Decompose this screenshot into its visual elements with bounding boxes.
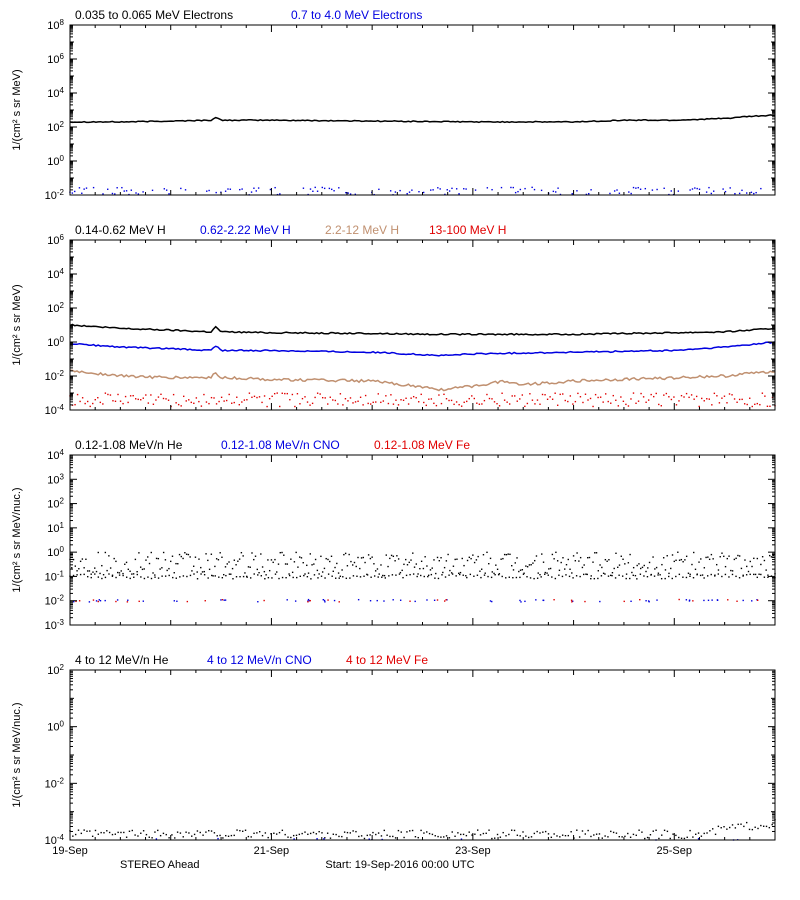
y-tick-label: 104 <box>47 267 64 282</box>
y-tick-label: 102 <box>47 301 64 316</box>
footer-left: STEREO Ahead <box>120 859 200 871</box>
legend-label: 4 to 12 MeV/n He <box>75 653 169 667</box>
series-line <box>70 325 775 336</box>
y-tick-label: 10-2 <box>45 593 65 608</box>
panel-1: 0.14-0.62 MeV H 0.62-2.22 MeV H 2.2-12 MeV… <box>11 223 776 417</box>
panel-frame <box>70 25 775 195</box>
legend-label: 0.7 to 4.0 MeV Electrons <box>291 8 422 22</box>
x-tick-label: 21-Sep <box>254 845 289 857</box>
y-axis-label: 1/(cm² s sr MeV/nuc.) <box>11 487 23 592</box>
y-tick-label: 101 <box>47 520 64 535</box>
y-tick-label: 103 <box>47 472 64 487</box>
y-tick-label: 106 <box>47 52 64 67</box>
y-tick-label: 10-2 <box>45 369 65 384</box>
series-line <box>70 342 775 356</box>
series-line <box>70 370 775 390</box>
panel-frame <box>70 455 775 625</box>
y-tick-label: 108 <box>47 18 64 33</box>
panel-frame <box>70 240 775 410</box>
y-tick-label: 104 <box>47 86 64 101</box>
x-tick-label: 25-Sep <box>657 845 692 857</box>
y-tick-label: 102 <box>47 496 64 511</box>
y-tick-label: 106 <box>47 233 64 248</box>
y-tick-label: 10-1 <box>45 569 65 584</box>
series-scatter <box>69 392 775 407</box>
y-tick-label: 10-2 <box>45 776 65 791</box>
y-tick-label: 10-4 <box>45 403 65 418</box>
legend-label: 0.12-1.08 MeV Fe <box>374 438 470 452</box>
y-tick-label: 10-2 <box>45 188 65 203</box>
y-axis-label: 1/(cm² s sr MeV) <box>11 284 23 365</box>
stereo-particle-flux-chart: 0.035 to 0.065 MeV Electrons 0.7 to 4.0 M… <box>0 0 800 900</box>
legend-label: 4 to 12 MeV Fe <box>346 653 428 667</box>
y-axis-label: 1/(cm² s sr MeV) <box>11 69 23 150</box>
legend-label: 0.14-0.62 MeV H <box>75 223 166 237</box>
legend-label: 0.62-2.22 MeV H <box>200 223 291 237</box>
legend-label: 0.035 to 0.065 MeV Electrons <box>75 8 233 22</box>
panel-2: 0.12-1.08 MeV/n He 0.12-1.08 MeV/n CNO 0.1… <box>11 438 776 632</box>
series-scatter <box>75 599 758 603</box>
legend-label: 0.12-1.08 MeV/n He <box>75 438 183 452</box>
y-tick-label: 100 <box>47 154 64 169</box>
series-scatter <box>69 819 775 839</box>
legend-label: 13-100 MeV H <box>429 223 506 237</box>
series-line <box>70 115 775 123</box>
panel-frame <box>70 670 775 840</box>
x-tick-label: 19-Sep <box>52 845 87 857</box>
series-scatter <box>69 187 761 196</box>
series-scatter <box>73 599 758 603</box>
legend-label: 0.12-1.08 MeV/n CNO <box>221 438 340 452</box>
footer-center: Start: 19-Sep-2016 00:00 UTC <box>325 859 474 871</box>
y-tick-label: 10-3 <box>45 618 65 633</box>
y-axis-label: 1/(cm² s sr MeV/nuc.) <box>11 702 23 807</box>
y-tick-label: 102 <box>47 663 64 678</box>
panel-3: 4 to 12 MeV/n He 4 to 12 MeV/n CNO 4 to 12… <box>11 653 776 857</box>
series-scatter <box>69 552 775 578</box>
y-tick-label: 102 <box>47 120 64 135</box>
y-tick-label: 100 <box>47 335 64 350</box>
x-tick-label: 23-Sep <box>455 845 490 857</box>
legend-label: 2.2-12 MeV H <box>325 223 399 237</box>
series-scatter <box>69 573 775 579</box>
panel-0: 0.035 to 0.065 MeV Electrons 0.7 to 4.0 M… <box>11 8 775 202</box>
legend-label: 4 to 12 MeV/n CNO <box>207 653 312 667</box>
y-tick-label: 100 <box>47 719 64 734</box>
y-tick-label: 104 <box>47 448 64 463</box>
y-tick-label: 100 <box>47 545 64 560</box>
